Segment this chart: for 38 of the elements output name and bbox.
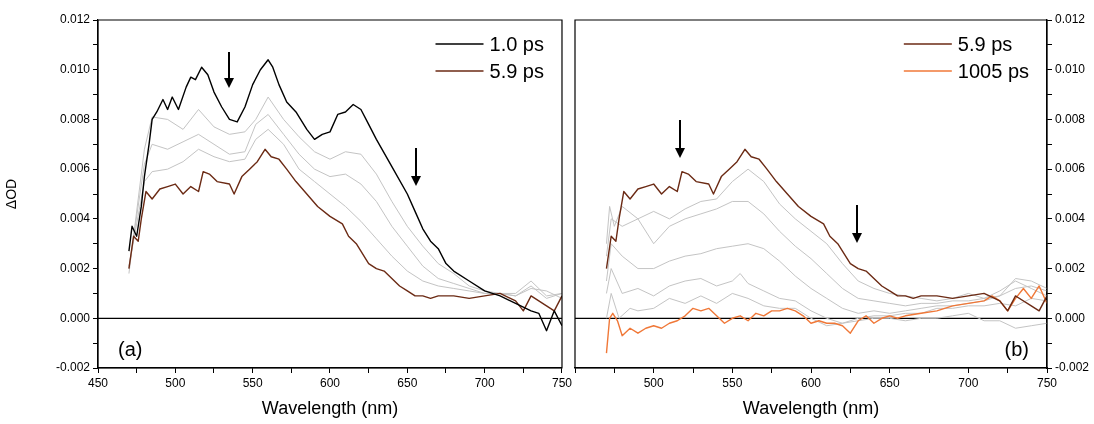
x-tick-label: 650 — [397, 375, 418, 390]
y2-tick-label: -0.002 — [1055, 360, 1090, 375]
x-tick-label: 700 — [474, 375, 495, 390]
annotation: (a) — [118, 338, 143, 360]
x-tick-label: 750 — [1036, 375, 1058, 390]
y-tick-label: 0.012 — [59, 12, 91, 27]
x-axis-title: Wavelength (nm) — [261, 398, 399, 419]
y-tick-label: 0.010 — [59, 62, 91, 77]
legend-label: 5.9 ps — [489, 59, 544, 82]
x-tick-label: 700 — [958, 375, 979, 390]
y2-tick-label: 0.012 — [1055, 12, 1086, 27]
x-tick-label: 550 — [722, 375, 743, 390]
legend-label: 1.0 ps — [489, 32, 544, 55]
y2-tick-label: 0.000 — [1055, 310, 1086, 325]
y-tick-label: 0.008 — [59, 111, 91, 126]
y2-tick-label: 0.002 — [1055, 260, 1086, 275]
y-tick-label: -0.002 — [55, 360, 91, 375]
x-tick-label: 600 — [319, 375, 341, 390]
y-tick-label: 0.006 — [59, 161, 91, 176]
x-tick-label: 550 — [242, 375, 263, 390]
x-axis-title: Wavelength (nm) — [742, 398, 880, 419]
y2-tick-label: 0.006 — [1055, 161, 1086, 176]
x-tick-label: 500 — [643, 375, 664, 390]
x-tick-label: 500 — [165, 375, 186, 390]
y2-tick-label: 0.008 — [1055, 111, 1086, 126]
x-tick-label: 600 — [800, 375, 822, 390]
y-axis-title: ΔOD — [3, 178, 20, 210]
y-tick-label: 0.000 — [59, 310, 91, 325]
y-tick-label: 0.002 — [59, 260, 91, 275]
x-tick-label: 750 — [551, 375, 573, 390]
legend-label: 1005 ps — [957, 59, 1029, 82]
y-tick-label: 0.004 — [59, 211, 91, 226]
annotation: (b) — [1004, 338, 1029, 360]
x-tick-label: 650 — [879, 375, 900, 390]
y2-tick-label: 0.010 — [1055, 62, 1086, 77]
x-tick-label: 450 — [87, 375, 109, 390]
y2-tick-label: 0.004 — [1055, 211, 1086, 226]
legend-label: 5.9 ps — [957, 32, 1013, 55]
